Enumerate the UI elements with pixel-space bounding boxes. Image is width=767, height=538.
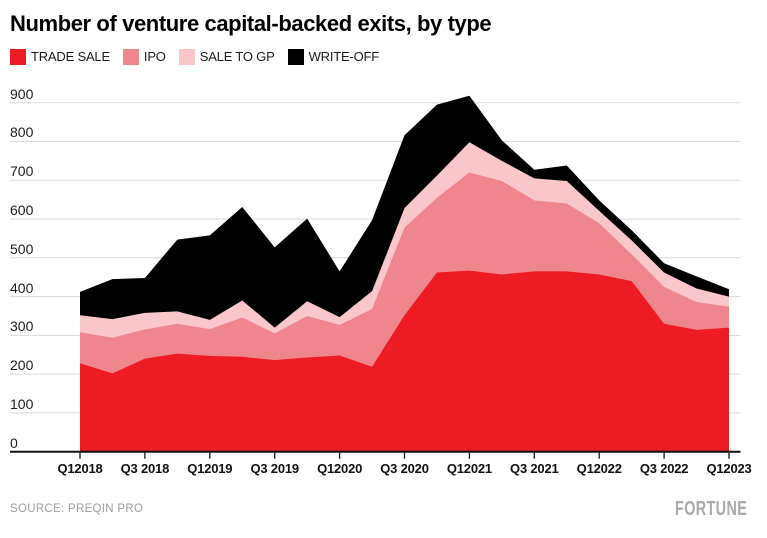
fortune-logo: FORTUNE	[674, 498, 747, 520]
y-axis-tick-label: 0	[10, 434, 18, 451]
x-axis-tick-label: Q12018	[57, 461, 103, 476]
x-axis-tick-label: Q3 2018	[120, 461, 170, 476]
source-note: SOURCE: PREQIN PRO	[10, 503, 144, 515]
x-axis-tick-label: Q12019	[187, 461, 233, 476]
x-axis-tick-label: Q3 2019	[250, 461, 299, 476]
y-axis-tick-label: 400	[10, 279, 34, 296]
area-trade-sale	[80, 270, 729, 452]
legend-item: TRADE SALE	[10, 49, 110, 65]
x-axis-tick-label: Q3 2020	[380, 461, 429, 476]
legend: TRADE SALE IPO SALE TO GP WRITE-OFF	[10, 49, 379, 65]
y-axis-tick-label: 800	[10, 124, 34, 141]
y-axis-tick-label: 500	[10, 240, 34, 257]
legend-swatch	[10, 49, 26, 65]
legend-swatch	[287, 49, 304, 65]
legend-item: WRITE-OFF	[287, 49, 380, 65]
y-axis-tick-label: 100	[10, 395, 34, 412]
y-axis-tick-label: 700	[10, 163, 34, 180]
x-axis-tick-label: Q3 2022	[639, 461, 689, 476]
y-axis-tick-label: 200	[10, 357, 34, 374]
y-axis-tick-label: 600	[10, 202, 34, 219]
legend-item: SALE TO GP	[178, 49, 275, 65]
y-axis-tick-label: 300	[10, 318, 34, 335]
x-axis-tick-label: Q12021	[446, 461, 492, 476]
legend-item-label: SALE TO GP	[199, 49, 275, 64]
x-axis-tick-label: Q3 2021	[510, 461, 559, 476]
x-axis-tick-label: Q12020	[317, 461, 363, 476]
legend-swatch	[178, 49, 195, 65]
legend-swatch	[122, 49, 139, 65]
chart-title: Number of venture capital-backed exits, …	[10, 11, 492, 36]
x-axis-tick-label: Q12023	[706, 461, 752, 476]
legend-item-label: WRITE-OFF	[308, 49, 380, 64]
legend-item-label: IPO	[143, 49, 166, 64]
y-axis-tick-label: 900	[10, 85, 34, 102]
legend-item: IPO	[122, 49, 166, 65]
legend-item-label: TRADE SALE	[31, 49, 110, 64]
x-axis-tick-label: Q12022	[576, 461, 622, 476]
